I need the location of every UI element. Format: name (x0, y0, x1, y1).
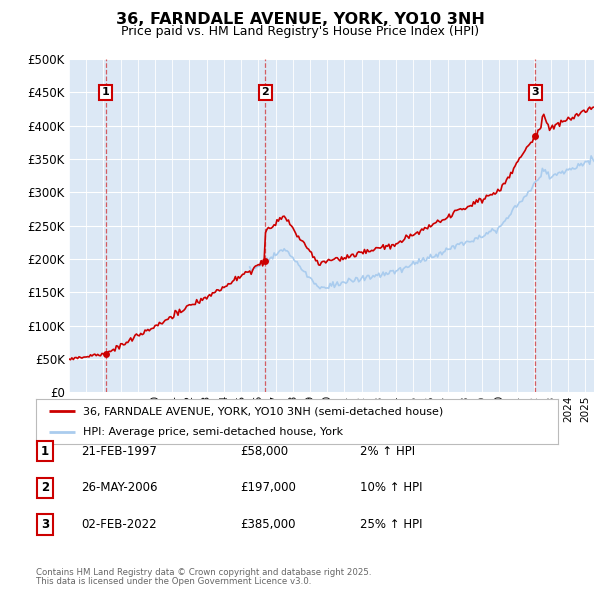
Text: 3: 3 (532, 87, 539, 97)
Text: 02-FEB-2022: 02-FEB-2022 (81, 518, 157, 531)
Text: 21-FEB-1997: 21-FEB-1997 (81, 445, 157, 458)
Text: 36, FARNDALE AVENUE, YORK, YO10 3NH: 36, FARNDALE AVENUE, YORK, YO10 3NH (116, 12, 484, 27)
Text: Price paid vs. HM Land Registry's House Price Index (HPI): Price paid vs. HM Land Registry's House … (121, 25, 479, 38)
Text: HPI: Average price, semi-detached house, York: HPI: Average price, semi-detached house,… (83, 427, 343, 437)
Text: 3: 3 (41, 518, 49, 531)
Text: 10% ↑ HPI: 10% ↑ HPI (360, 481, 422, 494)
Text: £197,000: £197,000 (240, 481, 296, 494)
Text: 2% ↑ HPI: 2% ↑ HPI (360, 445, 415, 458)
Text: £58,000: £58,000 (240, 445, 288, 458)
Text: 26-MAY-2006: 26-MAY-2006 (81, 481, 157, 494)
Text: 2: 2 (262, 87, 269, 97)
Text: £385,000: £385,000 (240, 518, 296, 531)
Text: 36, FARNDALE AVENUE, YORK, YO10 3NH (semi-detached house): 36, FARNDALE AVENUE, YORK, YO10 3NH (sem… (83, 407, 443, 417)
Text: Contains HM Land Registry data © Crown copyright and database right 2025.: Contains HM Land Registry data © Crown c… (36, 568, 371, 576)
Text: 1: 1 (41, 445, 49, 458)
Text: 1: 1 (102, 87, 110, 97)
Text: This data is licensed under the Open Government Licence v3.0.: This data is licensed under the Open Gov… (36, 577, 311, 586)
Text: 25% ↑ HPI: 25% ↑ HPI (360, 518, 422, 531)
Text: 2: 2 (41, 481, 49, 494)
